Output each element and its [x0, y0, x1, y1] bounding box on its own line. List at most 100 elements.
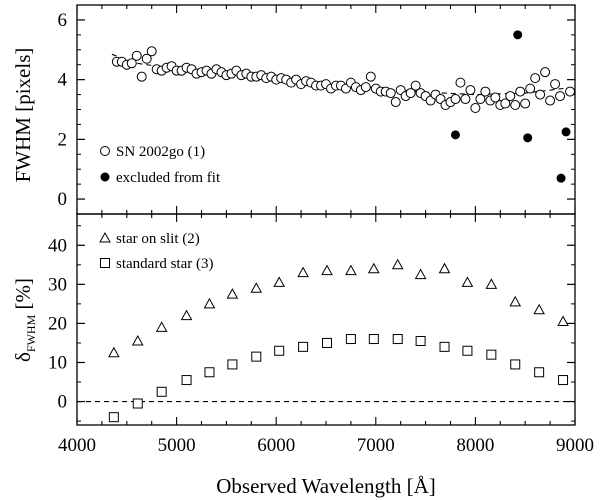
bottom-y-tick-label: 0: [58, 392, 68, 413]
legend-label-excluded: excluded from fit: [116, 170, 221, 186]
sn2002go-point: [545, 95, 556, 106]
delta-subscript: FWHM: [24, 314, 38, 352]
standard-star-point: [132, 398, 143, 409]
top-data-marks: [111, 30, 576, 183]
star-on-slit-point: [273, 276, 286, 287]
sn2002go-point: [510, 100, 521, 111]
sn2002go-point: [365, 71, 376, 82]
bottom-x-tick-label: 7000: [357, 435, 395, 456]
sn2002go-point: [141, 53, 152, 64]
sn2002go-point: [500, 98, 511, 109]
excluded-point: [513, 30, 523, 40]
sn2002go-point: [465, 85, 476, 96]
star-on-slit-point: [438, 262, 451, 274]
top-legend: SN 2002go (1) excluded from fit: [100, 144, 221, 186]
standard-star-point: [558, 375, 569, 386]
sn2002go-point: [480, 86, 491, 97]
sn2002go-point: [360, 82, 371, 93]
sn2002go-point: [555, 91, 566, 102]
star-on-slit-point: [297, 266, 309, 278]
star-on-slit-point: [203, 297, 216, 309]
legend-open-circle-icon: [100, 146, 110, 156]
bottom-x-tick-label: 4000: [58, 435, 96, 456]
star-on-slit-point: [533, 303, 545, 315]
sn2002go-point: [470, 103, 481, 114]
bottom-data-marks: [77, 258, 575, 423]
bottom-x-ticks: 4000 5000 6000 7000 8000 9000: [58, 214, 594, 456]
sn2002go-point: [525, 83, 536, 94]
star-on-slit-point: [414, 268, 427, 280]
sn2002go-point: [530, 73, 541, 84]
sn2002go-point: [550, 79, 561, 90]
sn2002go-point: [405, 88, 416, 99]
sn2002go-point: [490, 92, 501, 103]
sn2002go-point: [131, 50, 142, 61]
sn2002go-point: [126, 58, 137, 69]
standard-star-point: [298, 341, 309, 352]
star-on-slit-point: [391, 258, 404, 270]
top-x-ticks: [76, 5, 576, 214]
sn2002go-point: [540, 67, 551, 78]
star-on-slit-point: [461, 276, 474, 287]
excluded-point: [561, 127, 571, 137]
bottom-x-tick-label: 6000: [257, 435, 295, 456]
sn2002go-point: [450, 94, 461, 105]
star-on-slit-point: [485, 278, 498, 289]
star-on-slit-point: [345, 264, 357, 276]
legend-label-sn2002go: SN 2002go (1): [116, 144, 205, 160]
top-y-tick-label: 0: [58, 189, 68, 210]
star-on-slit-point: [557, 315, 569, 326]
bottom-legend: star on slit (2) standard star (3): [99, 231, 213, 272]
star-on-slit-point: [367, 262, 380, 274]
top-panel: 0 2 4 6 FWHM [pixels] SN 2002go (1) exclude…: [11, 4, 576, 215]
sn2002go-point: [146, 46, 157, 57]
bottom-y-axis-title: δFWHM [%]: [11, 278, 38, 362]
top-y-tick-label: 6: [58, 10, 68, 31]
bottom-y-tick-label: 30: [48, 274, 67, 295]
sn2002go-point: [475, 94, 486, 105]
standard-star-point: [321, 337, 332, 348]
star-on-slit-point: [250, 282, 263, 293]
star-on-slit-point: [321, 264, 333, 276]
bottom-y-tick-label: 40: [48, 235, 67, 256]
standard-star-point: [227, 359, 238, 370]
standard-star-point: [204, 367, 215, 378]
top-y-tick-label: 2: [58, 129, 68, 150]
standard-star-point: [368, 334, 379, 345]
legend-filled-circle-icon: [100, 172, 110, 182]
top-y-axis-title: FWHM [pixels]: [11, 48, 35, 183]
star-on-slit-point: [226, 288, 239, 299]
standard-star-point: [345, 334, 356, 345]
sn2002go-point: [410, 80, 421, 91]
star-on-slit-point: [108, 346, 120, 358]
legend-triangle-icon: [99, 231, 111, 243]
sn2002go-point: [565, 86, 576, 97]
sn2002go-point: [455, 77, 466, 88]
legend-label-standard-star: standard star (3): [116, 256, 213, 272]
standard-star-point: [251, 351, 262, 362]
sn2002go-point: [520, 98, 531, 109]
top-y-tick-label: 4: [58, 70, 68, 91]
standard-star-point: [392, 334, 403, 345]
excluded-point: [523, 133, 533, 143]
star-on-slit-point: [180, 309, 193, 321]
sn2002go-point: [390, 97, 401, 108]
standard-star-point: [156, 386, 167, 397]
bottom-y-ticks: 0 10 20 30 40: [48, 225, 575, 422]
sn2002go-point: [535, 89, 546, 100]
standard-star-point: [274, 345, 285, 356]
x-axis-title: Observed Wavelength [Å]: [216, 474, 436, 498]
bottom-x-tick-label: 8000: [456, 435, 494, 456]
standard-star-point: [462, 345, 473, 356]
sn2002go-point: [136, 71, 147, 82]
bottom-panel: 0 10 20 30 40 4000 5000 6000 7000 8000 9000 δFWHM…: [11, 213, 594, 498]
excluded-point: [450, 130, 460, 140]
standard-star-point: [415, 335, 426, 346]
star-on-slit-point: [509, 295, 522, 307]
standard-star-point: [181, 375, 192, 386]
sn2002go-point: [505, 91, 516, 102]
standard-star-point: [534, 367, 545, 378]
standard-star-point: [439, 341, 450, 352]
star-on-slit-point: [155, 321, 168, 332]
